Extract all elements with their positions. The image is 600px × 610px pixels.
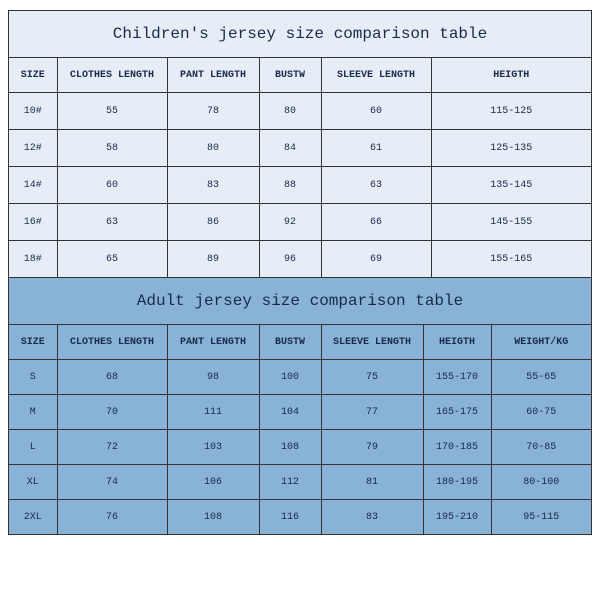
- table-cell: 165-175: [423, 395, 491, 430]
- table-cell: 180-195: [423, 465, 491, 500]
- table-cell: 60: [57, 167, 167, 204]
- table-cell: 80: [167, 130, 259, 167]
- table-cell: M: [9, 395, 57, 430]
- table-cell: 116: [259, 500, 321, 535]
- table-cell: 89: [167, 241, 259, 278]
- table-cell: 155-165: [431, 241, 591, 278]
- table-cell: 104: [259, 395, 321, 430]
- table-cell: 65: [57, 241, 167, 278]
- table-cell: 195-210: [423, 500, 491, 535]
- table-row: 18#65899669155-165: [9, 241, 591, 278]
- table-row: 12#58808461125-135: [9, 130, 591, 167]
- table-cell: 111: [167, 395, 259, 430]
- column-header: PANT LENGTH: [167, 325, 259, 360]
- table-cell: 14#: [9, 167, 57, 204]
- column-header: BUSTW: [259, 58, 321, 93]
- adult-table: SIZECLOTHES LENGTHPANT LENGTHBUSTWSLEEVE…: [9, 325, 591, 534]
- children-section: Children's jersey size comparison table …: [9, 11, 591, 277]
- table-cell: 92: [259, 204, 321, 241]
- column-header: SIZE: [9, 58, 57, 93]
- table-cell: 60-75: [491, 395, 591, 430]
- table-row: 14#60838863135-145: [9, 167, 591, 204]
- table-cell: 74: [57, 465, 167, 500]
- table-cell: 16#: [9, 204, 57, 241]
- table-cell: 63: [57, 204, 167, 241]
- table-row: L7210310879170-18570-85: [9, 430, 591, 465]
- table-cell: 55: [57, 93, 167, 130]
- table-cell: 145-155: [431, 204, 591, 241]
- column-header: SLEEVE LENGTH: [321, 58, 431, 93]
- column-header: CLOTHES LENGTH: [57, 325, 167, 360]
- table-cell: 69: [321, 241, 431, 278]
- table-cell: 80: [259, 93, 321, 130]
- table-cell: 84: [259, 130, 321, 167]
- table-cell: 88: [259, 167, 321, 204]
- table-cell: 80-100: [491, 465, 591, 500]
- table-cell: 66: [321, 204, 431, 241]
- table-cell: 115-125: [431, 93, 591, 130]
- table-cell: 81: [321, 465, 423, 500]
- table-cell: 155-170: [423, 360, 491, 395]
- table-row: M7011110477165-17560-75: [9, 395, 591, 430]
- table-cell: 58: [57, 130, 167, 167]
- column-header: HEIGTH: [423, 325, 491, 360]
- table-cell: 76: [57, 500, 167, 535]
- table-row: 16#63869266145-155: [9, 204, 591, 241]
- table-cell: 170-185: [423, 430, 491, 465]
- table-cell: 83: [167, 167, 259, 204]
- table-cell: 75: [321, 360, 423, 395]
- table-cell: 77: [321, 395, 423, 430]
- table-cell: 98: [167, 360, 259, 395]
- table-cell: 60: [321, 93, 431, 130]
- table-cell: 2XL: [9, 500, 57, 535]
- table-cell: 63: [321, 167, 431, 204]
- column-header: SIZE: [9, 325, 57, 360]
- children-table: SIZECLOTHES LENGTHPANT LENGTHBUSTWSLEEVE…: [9, 58, 591, 277]
- adult-section: Adult jersey size comparison table SIZEC…: [9, 277, 591, 534]
- table-cell: 72: [57, 430, 167, 465]
- table-cell: 100: [259, 360, 321, 395]
- column-header: PANT LENGTH: [167, 58, 259, 93]
- table-cell: 108: [259, 430, 321, 465]
- table-row: XL7410611281180-19580-100: [9, 465, 591, 500]
- table-cell: 83: [321, 500, 423, 535]
- table-cell: 68: [57, 360, 167, 395]
- table-cell: 55-65: [491, 360, 591, 395]
- table-cell: 10#: [9, 93, 57, 130]
- adult-title: Adult jersey size comparison table: [9, 278, 591, 325]
- table-cell: 70-85: [491, 430, 591, 465]
- column-header: HEIGTH: [431, 58, 591, 93]
- children-title: Children's jersey size comparison table: [9, 11, 591, 58]
- table-cell: 86: [167, 204, 259, 241]
- table-cell: XL: [9, 465, 57, 500]
- table-cell: 79: [321, 430, 423, 465]
- table-row: 10#55788060115-125: [9, 93, 591, 130]
- table-cell: 70: [57, 395, 167, 430]
- column-header: WEIGHT/KG: [491, 325, 591, 360]
- table-cell: 95-115: [491, 500, 591, 535]
- table-row: S689810075155-17055-65: [9, 360, 591, 395]
- table-cell: 103: [167, 430, 259, 465]
- column-header: CLOTHES LENGTH: [57, 58, 167, 93]
- table-cell: 18#: [9, 241, 57, 278]
- table-row: 2XL7610811683195-21095-115: [9, 500, 591, 535]
- table-cell: 106: [167, 465, 259, 500]
- table-cell: 61: [321, 130, 431, 167]
- table-cell: S: [9, 360, 57, 395]
- table-cell: 12#: [9, 130, 57, 167]
- table-cell: 108: [167, 500, 259, 535]
- table-cell: 78: [167, 93, 259, 130]
- table-cell: 135-145: [431, 167, 591, 204]
- column-header: SLEEVE LENGTH: [321, 325, 423, 360]
- table-cell: 112: [259, 465, 321, 500]
- table-cell: 125-135: [431, 130, 591, 167]
- column-header: BUSTW: [259, 325, 321, 360]
- table-cell: 96: [259, 241, 321, 278]
- table-cell: L: [9, 430, 57, 465]
